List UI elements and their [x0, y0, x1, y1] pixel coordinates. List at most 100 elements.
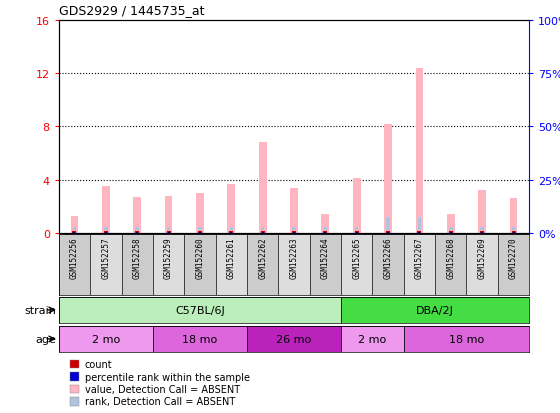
Text: rank, Detection Call = ABSENT: rank, Detection Call = ABSENT [85, 396, 235, 406]
Text: DBA/2J: DBA/2J [416, 305, 454, 315]
Bar [449, 227, 452, 233]
Point [101, 230, 110, 237]
Bar [165, 196, 172, 233]
Text: value, Detection Call = ABSENT: value, Detection Call = ABSENT [85, 384, 240, 394]
Text: GSM152270: GSM152270 [509, 237, 518, 278]
Text: GSM152257: GSM152257 [101, 237, 110, 278]
Point [352, 230, 361, 237]
Bar [498, 234, 529, 295]
Point [70, 230, 79, 237]
Text: 26 mo: 26 mo [277, 334, 311, 344]
Bar [416, 69, 423, 233]
Bar [230, 227, 233, 233]
Bar [216, 234, 247, 295]
Point [258, 230, 267, 237]
Bar [353, 179, 361, 233]
Text: GSM152261: GSM152261 [227, 237, 236, 278]
Text: GSM152262: GSM152262 [258, 237, 267, 278]
Point [164, 230, 173, 237]
Point [509, 230, 518, 237]
Bar [341, 326, 404, 352]
Point [446, 230, 455, 237]
Text: 18 mo: 18 mo [183, 334, 217, 344]
Bar [310, 234, 341, 295]
Text: GDS2929 / 1445735_at: GDS2929 / 1445735_at [59, 4, 204, 17]
Bar [372, 234, 404, 295]
Text: GSM152259: GSM152259 [164, 237, 173, 278]
Text: GSM152256: GSM152256 [70, 237, 79, 278]
Bar [355, 227, 358, 233]
Bar [341, 234, 372, 295]
Point [384, 230, 393, 237]
Bar [261, 227, 264, 233]
Point [509, 230, 518, 237]
Bar [102, 187, 110, 233]
Text: GSM152264: GSM152264 [321, 237, 330, 278]
Bar [73, 227, 76, 233]
Point [70, 230, 79, 237]
Text: GSM152269: GSM152269 [478, 237, 487, 278]
Bar [386, 217, 390, 233]
Text: 2 mo: 2 mo [358, 334, 386, 344]
Bar [512, 227, 515, 233]
Text: GSM152266: GSM152266 [384, 237, 393, 278]
Point [478, 230, 487, 237]
Bar [122, 234, 153, 295]
Bar [198, 227, 202, 233]
Text: GSM152258: GSM152258 [133, 237, 142, 278]
Bar [321, 215, 329, 233]
Text: GSM152265: GSM152265 [352, 237, 361, 278]
Bar [418, 217, 421, 233]
Bar [510, 199, 517, 233]
Text: GSM152263: GSM152263 [290, 237, 298, 278]
Point [290, 230, 298, 237]
Bar [480, 227, 484, 233]
Bar [59, 234, 90, 295]
Bar [227, 184, 235, 233]
Point [321, 230, 330, 237]
Point [478, 230, 487, 237]
Text: GSM152268: GSM152268 [446, 237, 455, 278]
Point [133, 230, 142, 237]
Text: C57BL/6J: C57BL/6J [175, 305, 225, 315]
Bar [290, 188, 298, 233]
Bar [153, 234, 184, 295]
Bar [435, 234, 466, 295]
Point [164, 230, 173, 237]
Point [384, 230, 393, 237]
Point [352, 230, 361, 237]
Point [321, 230, 330, 237]
Text: percentile rank within the sample: percentile rank within the sample [85, 372, 250, 382]
Text: strain: strain [24, 305, 56, 315]
Text: 2 mo: 2 mo [92, 334, 120, 344]
Text: count: count [85, 359, 112, 369]
Bar [59, 297, 341, 323]
Point [258, 230, 267, 237]
Point [101, 230, 110, 237]
Point [195, 230, 204, 237]
Bar [404, 234, 435, 295]
Bar [324, 227, 327, 233]
Point [133, 230, 142, 237]
Bar [184, 234, 216, 295]
Bar [136, 227, 139, 233]
Bar [247, 234, 278, 295]
Bar [133, 197, 141, 233]
Bar [104, 227, 108, 233]
Bar [71, 216, 78, 233]
Bar [292, 227, 296, 233]
Bar [59, 326, 153, 352]
Bar [278, 234, 310, 295]
Point [290, 230, 298, 237]
Text: GSM152267: GSM152267 [415, 237, 424, 278]
Text: GSM152260: GSM152260 [195, 237, 204, 278]
Text: age: age [35, 334, 56, 344]
Bar [196, 193, 204, 233]
Bar [384, 124, 392, 233]
Bar [247, 326, 341, 352]
Bar [447, 215, 455, 233]
Bar [167, 227, 170, 233]
Bar [90, 234, 122, 295]
Bar [153, 326, 247, 352]
Bar [478, 191, 486, 233]
